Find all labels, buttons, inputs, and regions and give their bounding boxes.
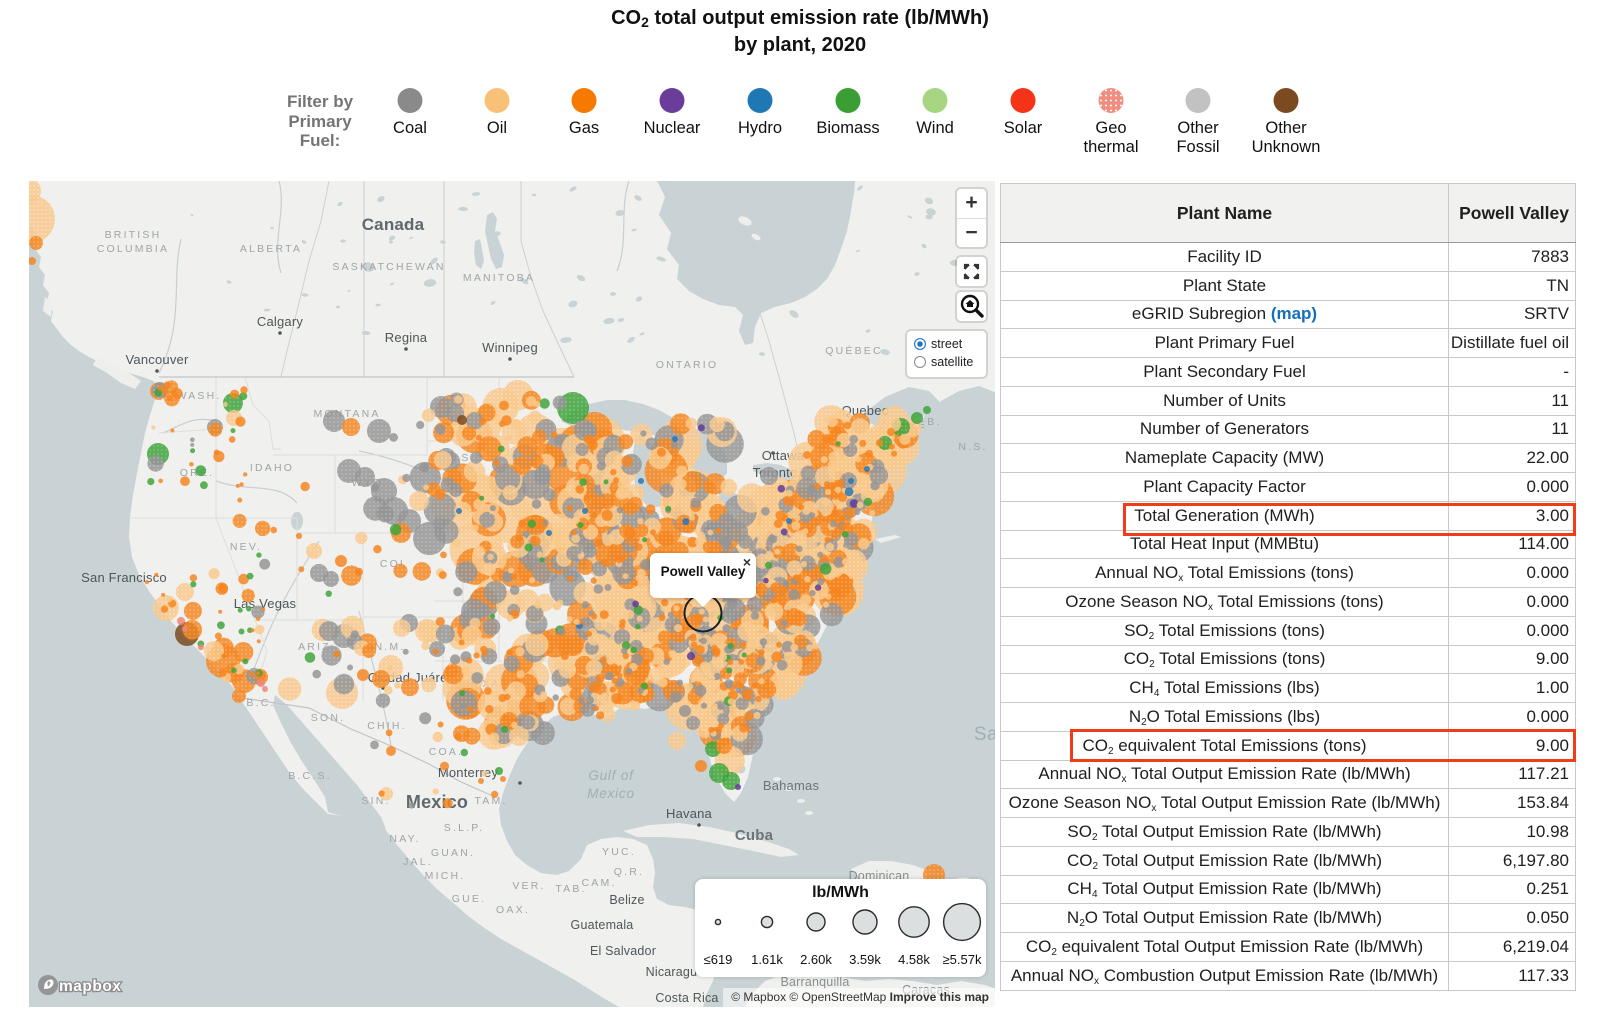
svg-text:Gulf of: Gulf of	[588, 768, 634, 783]
svg-text:Costa Rica: Costa Rica	[655, 991, 718, 1005]
svg-text:BRITISH: BRITISH	[105, 229, 162, 241]
svg-text:IDAHO: IDAHO	[250, 462, 294, 474]
svg-text:Guatemala: Guatemala	[571, 918, 634, 932]
svg-text:Barranquilla: Barranquilla	[780, 975, 849, 989]
svg-text:S.L.P.: S.L.P.	[444, 822, 484, 834]
svg-text:CAM.: CAM.	[581, 877, 616, 889]
svg-text:Havana: Havana	[666, 806, 713, 821]
svg-text:mapbox: mapbox	[59, 978, 121, 995]
svg-text:Bahamas: Bahamas	[763, 778, 820, 793]
svg-text:≤619: ≤619	[704, 952, 733, 967]
svg-text:QUÉBEC: QUÉBEC	[825, 344, 883, 357]
svg-text:N.S.: N.S.	[958, 441, 987, 453]
svg-text:GUE.: GUE.	[452, 893, 486, 905]
svg-text:MICH.: MICH.	[425, 870, 466, 882]
svg-text:Calgary: Calgary	[257, 314, 303, 329]
svg-text:ONTARIO: ONTARIO	[656, 359, 718, 371]
svg-text:Nicaragua: Nicaragua	[646, 965, 705, 979]
svg-text:WASH.: WASH.	[176, 390, 221, 402]
svg-text:2.60k: 2.60k	[800, 952, 832, 967]
svg-text:N.M.: N.M.	[375, 641, 406, 653]
svg-text:TAB.: TAB.	[555, 883, 586, 895]
svg-text:TAM.: TAM.	[474, 795, 507, 807]
svg-text:Mexico: Mexico	[406, 792, 468, 812]
svg-text:MANITOBA: MANITOBA	[463, 272, 535, 284]
svg-text:1.61k: 1.61k	[751, 952, 783, 967]
svg-text:Q.R.: Q.R.	[614, 866, 644, 878]
svg-text:SON.: SON.	[311, 712, 345, 724]
svg-text:Cuba: Cuba	[735, 827, 774, 844]
svg-text:NAY.: NAY.	[389, 833, 420, 845]
svg-text:Vancouver: Vancouver	[126, 352, 189, 367]
svg-text:COA.: COA.	[429, 746, 463, 758]
svg-text:YUC.: YUC.	[602, 846, 636, 858]
svg-text:Belize: Belize	[609, 893, 644, 907]
svg-text:4.58k: 4.58k	[898, 952, 930, 967]
svg-text:COLUMBIA: COLUMBIA	[97, 243, 169, 255]
svg-text:CHIH.: CHIH.	[367, 720, 407, 732]
svg-text:≥5.57k: ≥5.57k	[943, 952, 982, 967]
svg-text:Quebec: Quebec	[842, 403, 889, 418]
svg-text:OAX.: OAX.	[496, 904, 530, 916]
svg-text:3.59k: 3.59k	[849, 952, 881, 967]
svg-text:VER.: VER.	[512, 880, 545, 892]
svg-text:El Salvador: El Salvador	[590, 944, 656, 958]
svg-text:JAL.: JAL.	[403, 856, 433, 868]
svg-text:Canada: Canada	[362, 215, 425, 234]
svg-text:B.C.S.: B.C.S.	[288, 770, 332, 782]
svg-text:SASKATCHEWAN: SASKATCHEWAN	[332, 261, 445, 273]
svg-text:Mexico: Mexico	[587, 786, 635, 801]
svg-text:B.C.: B.C.	[246, 697, 275, 709]
svg-text:Winnipeg: Winnipeg	[482, 340, 538, 355]
svg-text:San Francisco: San Francisco	[81, 570, 167, 585]
svg-text:GUAN.: GUAN.	[431, 847, 475, 859]
svg-text:ALBERTA: ALBERTA	[240, 243, 302, 255]
svg-text:Regina: Regina	[385, 330, 428, 345]
svg-text:Sa: Sa	[974, 724, 995, 745]
svg-text:NEV.: NEV.	[230, 541, 262, 553]
